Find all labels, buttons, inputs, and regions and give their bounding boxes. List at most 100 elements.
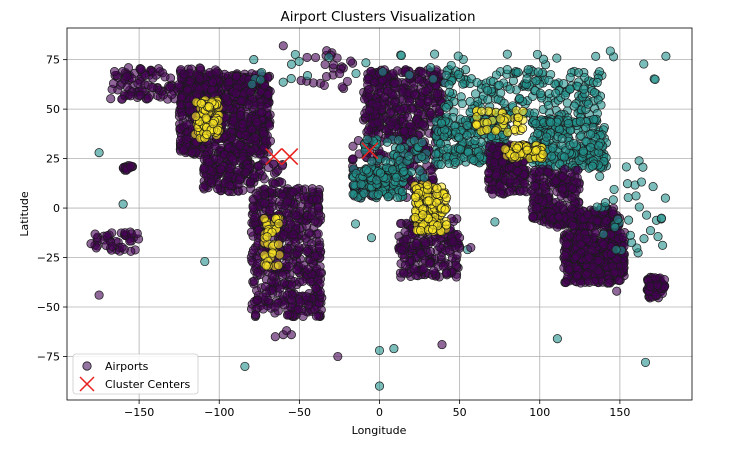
airport-point (551, 88, 561, 98)
airport-point (402, 112, 413, 122)
airport-point (634, 202, 644, 212)
airport-point (312, 195, 322, 205)
airport-point (361, 58, 371, 68)
airport-point (241, 130, 251, 140)
airport-point (604, 278, 614, 288)
airport-point (531, 118, 541, 129)
airport-point (592, 202, 602, 212)
airport-point (421, 238, 431, 248)
airport-point (505, 84, 515, 94)
airport-point (437, 340, 447, 350)
airport-point (253, 267, 263, 277)
y-tick-label: −75 (37, 350, 60, 363)
airport-point (587, 161, 598, 171)
airport-point (539, 181, 549, 191)
airport-points (86, 41, 671, 391)
y-axis-label: Latitude (18, 191, 31, 237)
airport-point (612, 286, 622, 296)
airport-point (373, 117, 383, 127)
airport-point (660, 193, 670, 203)
airport-point (252, 117, 262, 127)
airport-point (399, 166, 409, 176)
airport-point (126, 91, 136, 101)
airport-point (414, 75, 425, 85)
airport-point (247, 79, 257, 89)
airport-point (527, 173, 537, 183)
airport-point (348, 189, 358, 199)
airport-point (143, 93, 153, 103)
airport-point (362, 134, 372, 144)
airport-point (600, 198, 610, 208)
airport-point (532, 49, 542, 59)
airport-point (505, 175, 515, 185)
airport-point (651, 290, 661, 300)
airport-point (160, 72, 170, 82)
airport-point (489, 158, 499, 168)
airport-point (287, 295, 297, 305)
airport-point (372, 101, 382, 111)
y-tick-label: 50 (46, 103, 60, 116)
airport-point (518, 106, 528, 116)
airport-point (375, 168, 385, 178)
airport-point (304, 228, 315, 238)
airport-point (94, 290, 104, 300)
airport-point (423, 96, 433, 106)
airport-point (410, 213, 420, 223)
airport-point (505, 186, 515, 196)
airport-point (245, 87, 255, 97)
airport-point (378, 67, 388, 77)
airport-point (441, 103, 451, 113)
airport-point (584, 253, 594, 263)
legend-airports-marker (82, 361, 92, 371)
airport-point (249, 276, 259, 286)
airport-point (661, 51, 671, 61)
airport-point (348, 154, 358, 164)
airport-point (440, 205, 450, 215)
airport-point (310, 304, 320, 314)
airport-point (236, 110, 246, 121)
airport-point (261, 261, 271, 271)
airport-point (240, 361, 250, 371)
airport-point (194, 84, 204, 94)
airport-point (575, 116, 585, 127)
airport-point (451, 260, 461, 270)
airport-point (267, 248, 277, 258)
airport-point (351, 68, 361, 79)
airport-point (503, 127, 513, 137)
airport-point (579, 84, 589, 94)
x-tick-label: 100 (529, 406, 550, 419)
airport-point (274, 239, 284, 249)
airport-point (424, 196, 434, 206)
airport-point (614, 275, 624, 285)
airport-point (462, 120, 472, 130)
airport-point (364, 105, 375, 115)
airport-point (388, 165, 398, 175)
airport-point (301, 291, 311, 302)
airport-point (342, 76, 352, 86)
airport-point (399, 126, 409, 136)
airport-point (265, 205, 275, 215)
airport-point (302, 71, 313, 81)
airport-point (535, 88, 546, 99)
airport-point (109, 67, 120, 77)
airport-point (284, 262, 294, 272)
airport-point (534, 194, 544, 204)
airport-point (591, 51, 601, 61)
airport-point (399, 268, 409, 278)
airport-point (624, 215, 634, 225)
airport-point (258, 304, 268, 314)
airport-point (264, 162, 274, 173)
airport-point (202, 129, 212, 139)
airport-point (195, 64, 206, 74)
airport-point (228, 154, 238, 164)
airport-point (418, 210, 428, 220)
airport-point (569, 138, 579, 149)
airport-point (286, 74, 296, 84)
airport-point (416, 249, 426, 259)
airport-point (592, 216, 602, 226)
airport-point (495, 114, 505, 124)
airport-point (397, 187, 407, 197)
airport-point (444, 80, 454, 90)
airport-point (432, 183, 442, 194)
